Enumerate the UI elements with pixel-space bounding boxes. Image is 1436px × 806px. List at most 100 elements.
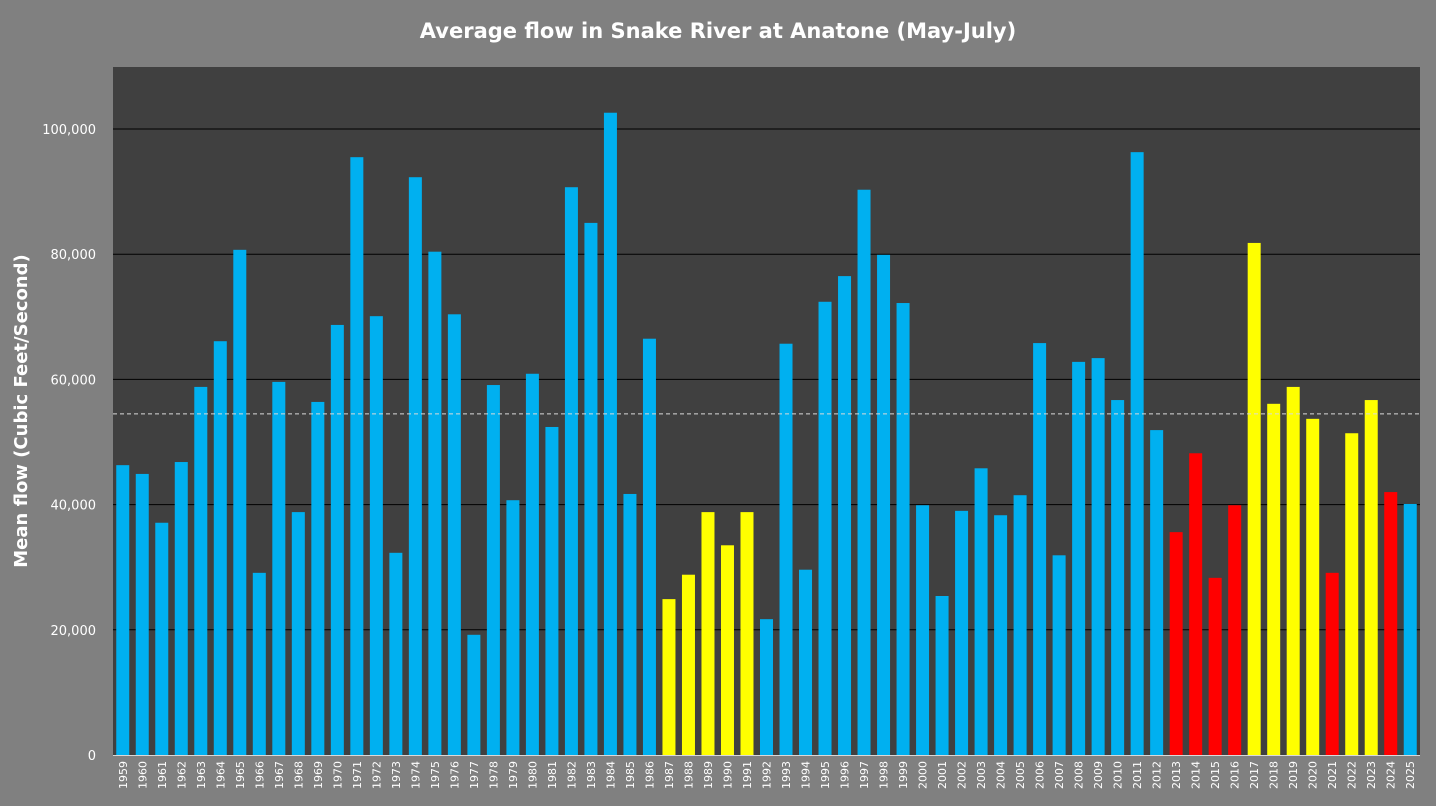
y-tick-label: 0: [88, 749, 96, 764]
bar-1982: [564, 187, 578, 755]
x-tick-label: 1975: [429, 761, 442, 789]
bar-2021: [1325, 572, 1339, 755]
bar-1994: [799, 569, 813, 755]
x-tick-label: 2024: [1385, 761, 1398, 789]
y-tick-label: 80,000: [51, 248, 97, 263]
x-tick-label: 2006: [1034, 761, 1047, 789]
x-tick-label: 1995: [819, 761, 832, 789]
bar-2007: [1052, 555, 1066, 755]
x-tick-label: 2008: [1073, 761, 1086, 789]
bar-1990: [720, 545, 734, 755]
bar-1986: [642, 338, 656, 755]
bar-1988: [681, 574, 695, 755]
bar-2004: [994, 515, 1008, 755]
x-tick-label: 2010: [1112, 761, 1125, 789]
bar-2011: [1130, 152, 1144, 756]
x-tick-label: 1988: [682, 761, 695, 789]
chart-title: Average flow in Snake River at Anatone (…: [420, 19, 1016, 43]
x-tick-label: 1974: [409, 761, 422, 789]
x-tick-label: 2011: [1131, 761, 1144, 789]
x-tick-label: 1959: [117, 761, 130, 789]
bar-2024: [1384, 492, 1398, 755]
bar-2005: [1013, 495, 1027, 755]
bar-1966: [252, 572, 266, 755]
bar-1959: [116, 465, 130, 755]
bar-2023: [1364, 400, 1378, 755]
bar-2016: [1228, 505, 1242, 755]
bar-2022: [1345, 433, 1359, 755]
x-tick-label: 2016: [1229, 761, 1242, 789]
x-tick-label: 2012: [1151, 761, 1164, 789]
bar-2025: [1403, 503, 1417, 755]
bar-1993: [779, 343, 793, 755]
x-tick-label: 1989: [702, 761, 715, 789]
y-tick-label: 20,000: [51, 624, 97, 639]
bar-1980: [525, 373, 539, 755]
bar-2013: [1169, 532, 1183, 755]
x-tick-label: 2020: [1307, 761, 1320, 789]
x-tick-label: 2005: [1014, 761, 1027, 789]
x-tick-label: 1965: [234, 761, 247, 789]
x-tick-label: 2025: [1404, 761, 1417, 789]
x-tick-label: 1984: [604, 761, 617, 789]
y-tick-label: 60,000: [51, 373, 97, 388]
bar-1997: [857, 189, 871, 756]
bar-1999: [896, 303, 910, 755]
bar-1983: [584, 222, 598, 755]
x-tick-label: 1964: [214, 761, 227, 789]
x-tick-label: 1998: [878, 761, 891, 789]
x-tick-label: 2017: [1248, 761, 1261, 789]
y-tick-label: 100,000: [42, 123, 96, 138]
bar-1965: [233, 249, 247, 755]
bar-2009: [1091, 358, 1105, 755]
bar-1972: [369, 316, 383, 755]
bar-1998: [877, 254, 891, 756]
bar-1976: [447, 314, 461, 755]
bar-2020: [1306, 418, 1320, 755]
x-tick-label: 1980: [526, 761, 539, 789]
bar-2010: [1111, 400, 1125, 755]
bar-1962: [174, 462, 188, 755]
x-tick-label: 1963: [195, 761, 208, 789]
x-tick-label: 1961: [156, 761, 169, 789]
bar-2006: [1033, 343, 1047, 755]
x-tick-label: 2001: [936, 761, 949, 789]
x-tick-label: 1978: [487, 761, 500, 789]
bar-1979: [506, 500, 520, 755]
bar-1987: [662, 599, 676, 755]
bar-1963: [194, 386, 208, 755]
x-tick-label: 2002: [956, 761, 969, 789]
x-tick-label: 2021: [1326, 761, 1339, 789]
bar-1964: [213, 341, 227, 755]
bar-2018: [1267, 403, 1281, 755]
x-tick-label: 1991: [741, 761, 754, 789]
bar-1996: [838, 276, 852, 755]
x-tick-label: 1994: [800, 761, 813, 789]
x-tick-label: 1982: [565, 761, 578, 789]
bar-2019: [1286, 386, 1300, 755]
x-tick-label: 1967: [273, 761, 286, 789]
bar-1995: [818, 301, 832, 755]
bar-1992: [760, 619, 773, 755]
x-tick-label: 2003: [975, 761, 988, 789]
x-tick-label: 1973: [390, 761, 403, 789]
bar-1960: [135, 473, 149, 755]
x-tick-label: 2015: [1209, 761, 1222, 789]
bar-1981: [545, 426, 559, 755]
x-tick-label: 1972: [370, 761, 383, 789]
bar-2015: [1208, 577, 1222, 755]
x-tick-label: 1960: [136, 761, 149, 789]
x-tick-label: 1976: [448, 761, 461, 789]
x-tick-label: 1966: [253, 761, 266, 789]
bar-1969: [311, 401, 325, 755]
bar-1991: [740, 512, 754, 755]
bar-1970: [330, 324, 344, 755]
x-tick-label: 1987: [663, 761, 676, 789]
bar-2003: [974, 468, 988, 755]
bar-1961: [155, 522, 169, 755]
x-tick-label: 1992: [761, 761, 774, 789]
bar-1977: [467, 634, 481, 755]
x-tick-label: 1962: [175, 761, 188, 789]
x-tick-label: 2000: [917, 761, 930, 789]
